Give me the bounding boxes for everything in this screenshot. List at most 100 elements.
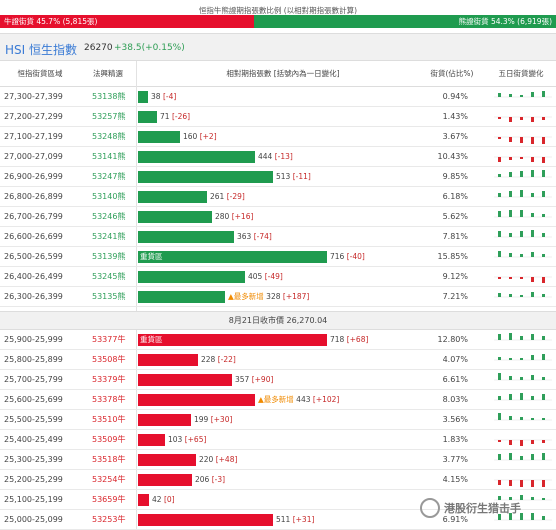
sparkline-tick <box>542 354 545 360</box>
contracts-value: 71 <box>160 112 170 121</box>
contracts-value: 160 <box>183 132 198 141</box>
contracts-change: [+65] <box>184 435 207 444</box>
share-cell: 6.18% <box>442 192 468 201</box>
warrant-code-link[interactable]: 53245熊 <box>92 272 126 281</box>
warrant-code-link[interactable]: 53248熊 <box>92 132 126 141</box>
sparkline-tick <box>542 394 545 400</box>
sparkline-tick <box>498 137 501 139</box>
bear-row[interactable]: 26,700-26,799 53246熊 280 [+16] 5.62% <box>0 207 556 227</box>
bear-row[interactable]: 26,400-26,499 53245熊 405 [-49] 9.12% <box>0 267 556 287</box>
sparkline-tick <box>509 210 512 217</box>
bull-ratio-label: 牛證街貨 45.7% (5,815張) <box>4 17 98 26</box>
range-cell: 25,000-25,099 <box>4 515 63 524</box>
contracts-bar <box>138 474 192 486</box>
warrant-code-link[interactable]: 53135熊 <box>92 292 126 301</box>
sparkline-tick <box>498 293 501 297</box>
contracts-bar <box>138 374 232 386</box>
contracts-value: 511 <box>276 515 291 524</box>
sparkline-tick <box>531 292 534 297</box>
warrant-code-link[interactable]: 53510牛 <box>92 415 126 424</box>
sparkline-tick <box>520 513 523 520</box>
sparkline-tick <box>498 211 501 217</box>
col-header-range[interactable]: 恒指街貨區域 <box>17 69 63 78</box>
sparkline-tick <box>531 454 534 460</box>
sparkline-tick <box>509 191 512 197</box>
col-header-share[interactable]: 街貨(佔比%) <box>430 69 474 78</box>
contracts-bar <box>138 151 255 163</box>
warrant-code-link[interactable]: 53247熊 <box>92 172 126 181</box>
contracts-bar <box>138 231 234 243</box>
sparkline-tick <box>498 117 501 119</box>
bear-row[interactable]: 27,200-27,299 53257熊 71 [-26] 1.43% <box>0 107 556 127</box>
range-cell: 25,700-25,799 <box>4 375 63 384</box>
contracts-change: [-22] <box>217 355 236 364</box>
contracts-label: 511 [+31] <box>276 510 314 530</box>
sparkline-tick <box>531 277 534 282</box>
col-header-history[interactable]: 五日街貨變化 <box>498 69 544 78</box>
sparkline-tick <box>520 157 523 159</box>
share-cell: 6.91% <box>442 515 468 524</box>
share-cell: 7.81% <box>442 232 468 241</box>
sparkline-tick <box>498 454 501 460</box>
warrant-code-link[interactable]: 53518牛 <box>92 455 126 464</box>
bear-row[interactable]: 26,900-26,999 53247熊 513 [-11] 9.85% <box>0 167 556 187</box>
sparkline-tick <box>531 170 534 177</box>
bull-row[interactable]: 25,700-25,799 53379牛 357 [+90] 6.61% <box>0 370 556 390</box>
sparkline-tick <box>520 117 523 120</box>
bear-row[interactable]: 26,300-26,399 53135熊 ▲最多新增 328 [+187] 7.21% <box>0 287 556 307</box>
sparkline-tick <box>509 172 512 177</box>
contracts-label: 280 [+16] <box>215 207 253 227</box>
warrant-code-link[interactable]: 53141熊 <box>92 152 126 161</box>
sparkline-tick <box>520 95 523 97</box>
warrant-code-link[interactable]: 53378牛 <box>92 395 126 404</box>
contracts-value: 199 <box>194 415 209 424</box>
share-cell: 3.67% <box>442 132 468 141</box>
warrant-code-link[interactable]: 53257熊 <box>92 112 126 121</box>
warrant-code-link[interactable]: 53254牛 <box>92 475 126 484</box>
contracts-label: 160 [+2] <box>183 127 217 147</box>
index-change: +38.5(+0.15%) <box>114 43 185 53</box>
five-day-sparkline <box>494 373 552 381</box>
col-header-code[interactable]: 法興精選 <box>93 69 123 78</box>
contracts-label: 405 [-49] <box>248 267 283 287</box>
warrant-code-link[interactable]: 53253牛 <box>92 515 126 524</box>
warrant-code-link[interactable]: 53139熊 <box>92 252 126 261</box>
sparkline-tick <box>509 233 512 237</box>
bear-row[interactable]: 27,300-27,399 53138熊 38 [-4] 0.94% <box>0 87 556 107</box>
contracts-change: [-40] <box>346 252 365 261</box>
bear-row[interactable]: 27,000-27,099 53141熊 444 [-13] 10.43% <box>0 147 556 167</box>
warrant-code-link[interactable]: 53659牛 <box>92 495 126 504</box>
warrant-code-link[interactable]: 53241熊 <box>92 232 126 241</box>
bull-row[interactable]: 25,300-25,399 53518牛 220 [+48] 3.77% <box>0 450 556 470</box>
warrant-code-link[interactable]: 53377牛 <box>92 335 126 344</box>
bear-row[interactable]: 26,800-26,899 53140熊 261 [-29] 6.18% <box>0 187 556 207</box>
bull-row[interactable]: 25,900-25,999 53377牛 重貨區 718 [+68] 12.80% <box>0 330 556 350</box>
col-header-contracts[interactable]: 相對期指張數 [括號內為一日變化] <box>226 69 340 78</box>
warrant-code-link[interactable]: 53379牛 <box>92 375 126 384</box>
warrant-code-link[interactable]: 53138熊 <box>92 92 126 101</box>
contracts-bar <box>138 291 225 303</box>
sparkline-tick <box>509 513 512 520</box>
bull-row[interactable]: 25,600-25,699 53378牛 ▲最多新增 443 [+102] 8.03% <box>0 390 556 410</box>
bull-row[interactable]: 25,200-25,299 53254牛 206 [-3] 4.15% <box>0 470 556 490</box>
contracts-value: 280 <box>215 212 230 221</box>
warrant-code-link[interactable]: 53246熊 <box>92 212 126 221</box>
warrant-code-link[interactable]: 53140熊 <box>92 192 126 201</box>
sparkline-tick <box>498 373 501 380</box>
bear-row[interactable]: 26,600-26,699 53241熊 363 [-74] 7.81% <box>0 227 556 247</box>
bear-row[interactable]: 26,500-26,599 53139熊 重貨區 716 [-40] 15.85% <box>0 247 556 267</box>
five-day-sparkline <box>494 439 552 446</box>
contracts-bar <box>138 354 198 366</box>
five-day-sparkline <box>494 479 552 487</box>
bear-row[interactable]: 27,100-27,199 53248熊 160 [+2] 3.67% <box>0 127 556 147</box>
sparkline-tick <box>542 117 545 120</box>
sparkline-tick <box>498 357 501 360</box>
bull-row[interactable]: 25,100-25,199 53659牛 42 [0] <box>0 490 556 510</box>
bull-row[interactable]: 25,400-25,499 53509牛 103 [+65] 1.83% <box>0 430 556 450</box>
bull-row[interactable]: 25,800-25,899 53508牛 228 [-22] 4.07% <box>0 350 556 370</box>
bull-row[interactable]: 25,500-25,599 53510牛 199 [+30] 3.56% <box>0 410 556 430</box>
warrant-code-link[interactable]: 53509牛 <box>92 435 126 444</box>
share-cell: 0.94% <box>442 92 468 101</box>
five-day-sparkline <box>494 495 552 501</box>
warrant-code-link[interactable]: 53508牛 <box>92 355 126 364</box>
